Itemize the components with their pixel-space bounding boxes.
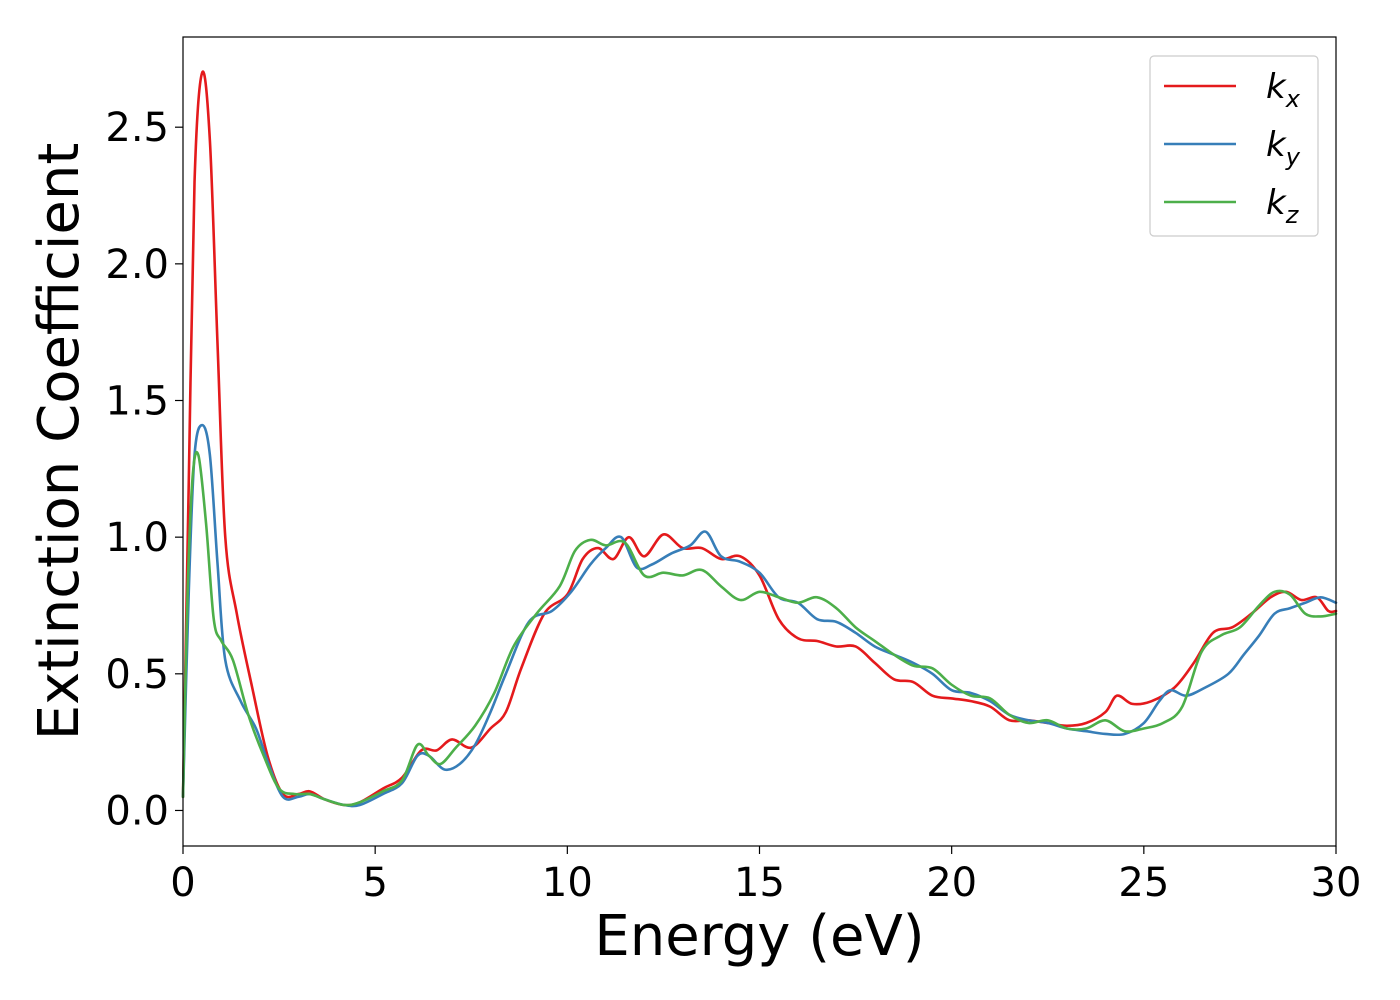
y-tick-label: 2.0 — [105, 242, 169, 288]
y-axis-label: Extinction Coefficient — [27, 143, 92, 741]
x-tick-label: 25 — [1118, 860, 1169, 906]
y-tick-label: 0.0 — [105, 788, 169, 834]
series-line-kx — [181, 70, 1338, 807]
x-axis: 0 5 10 15 20 25 30 — [170, 846, 1361, 906]
x-tick-label: 30 — [1311, 860, 1362, 906]
y-tick-label: 0.5 — [105, 652, 169, 698]
series-line-ky — [181, 423, 1338, 808]
series-line-kz — [181, 450, 1338, 807]
series-layer — [181, 70, 1338, 808]
x-tick-label: 15 — [734, 860, 785, 906]
x-tick-label: 20 — [926, 860, 977, 906]
y-tick-label: 2.5 — [105, 105, 169, 151]
x-tick-label: 5 — [362, 860, 387, 906]
y-tick-label: 1.5 — [105, 379, 169, 425]
y-axis: 0.0 0.5 1.0 1.5 2.0 2.5 — [105, 105, 183, 834]
x-axis-label: Energy (eV) — [594, 904, 924, 969]
legend-box — [1149, 55, 1319, 237]
x-tick-label: 0 — [170, 860, 195, 906]
y-tick-label: 1.0 — [105, 515, 169, 561]
x-tick-label: 10 — [542, 860, 593, 906]
